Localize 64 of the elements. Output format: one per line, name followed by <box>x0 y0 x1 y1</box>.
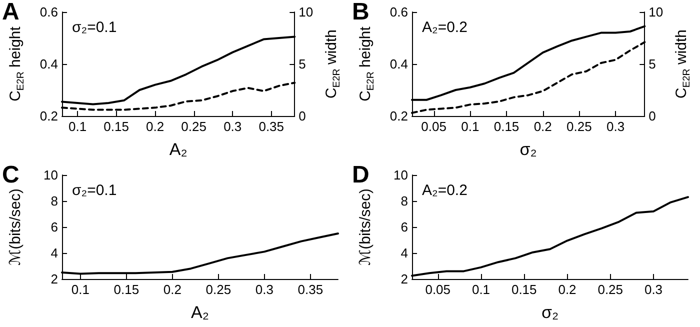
y-tick-label: 0.2 <box>40 108 58 124</box>
x-tick-label: 0.25 <box>566 119 592 134</box>
y-tick-label: 0.6 <box>40 4 58 20</box>
annotation: σ₂=0.1 <box>72 19 117 36</box>
y2-tick-label: 0 <box>648 108 656 124</box>
x-tick-label: 0.2 <box>558 282 576 297</box>
x-axis-title: A₂ <box>191 303 209 322</box>
text: B <box>352 0 370 26</box>
text: A <box>2 0 20 26</box>
x-tick-label: 0.1 <box>71 282 90 297</box>
x-tick-label: 0.2 <box>146 119 164 134</box>
annotation: A₂=0.2 <box>422 182 468 199</box>
y-tick-label: 0.6 <box>390 4 408 20</box>
y2-tick-label: 5 <box>298 56 306 72</box>
x-axis-title: A₂ <box>169 140 188 159</box>
y-axis-title: ℳ(bits/sec) <box>7 188 24 266</box>
x-tick-label: 0.15 <box>114 282 140 297</box>
y-tick-label: 4 <box>50 246 58 260</box>
x-axis-title: σ₂ <box>541 303 559 322</box>
x-tick-label: 0.05 <box>421 119 446 134</box>
x-tick-label: 0.3 <box>606 119 625 134</box>
y2-tick-label: 5 <box>648 56 656 72</box>
y-tick-label: 0.4 <box>390 56 408 72</box>
y-axis-title: ℳ(bits/sec) <box>357 188 374 266</box>
x-tick-label: 0.25 <box>598 282 624 297</box>
x-tick-label: 0.15 <box>104 119 129 134</box>
y-tick-label: 10 <box>394 168 408 182</box>
x-tick-label: 0.3 <box>224 119 242 134</box>
y2-tick-label: 10 <box>298 4 314 20</box>
y2-tick-label: 10 <box>648 4 664 20</box>
x-tick-label: 0.35 <box>298 282 324 297</box>
x-tick-label: 0.15 <box>494 119 520 134</box>
y-tick-label: 8 <box>400 194 408 208</box>
y-tick-label: 0.2 <box>390 108 408 124</box>
x-tick-label: 0.3 <box>644 282 663 297</box>
x-tick-label: 0.25 <box>181 119 206 134</box>
y-tick-label: 6 <box>400 220 408 234</box>
y-tick-label: 8 <box>50 194 58 208</box>
y-tick-label: 0.4 <box>40 56 58 72</box>
y-axis-title: CE2R height <box>7 26 26 102</box>
y-tick-label: 6 <box>50 220 58 234</box>
y-tick-label: 2 <box>400 272 408 286</box>
x-tick-label: 0.35 <box>258 119 284 134</box>
y2-tick-label: 0 <box>298 108 306 124</box>
annotation: σ₂=0.1 <box>72 182 117 199</box>
x-tick-label: 0.1 <box>461 119 480 134</box>
x-tick-label: 0.1 <box>472 282 490 297</box>
x-tick-label: 0.2 <box>163 282 182 297</box>
x-tick-label: 0.3 <box>255 282 274 297</box>
x-axis-title: σ₂ <box>520 140 537 159</box>
annotation: A₂=0.2 <box>422 19 468 36</box>
text: C <box>2 162 20 188</box>
y-tick-label: 2 <box>50 272 58 286</box>
x-tick-label: 0.2 <box>534 119 552 134</box>
y-tick-label: 10 <box>44 168 58 182</box>
text: D <box>352 162 370 188</box>
x-tick-label: 0.1 <box>68 119 87 134</box>
y-axis-title: CE2R height <box>357 26 376 102</box>
y2-axis-title: CE2R width <box>673 30 692 98</box>
x-tick-label: 0.05 <box>425 282 451 297</box>
y-tick-label: 4 <box>400 246 408 260</box>
x-tick-label: 0.15 <box>511 282 537 297</box>
y2-axis-title: CE2R width <box>323 30 342 98</box>
x-tick-label: 0.25 <box>206 282 232 297</box>
